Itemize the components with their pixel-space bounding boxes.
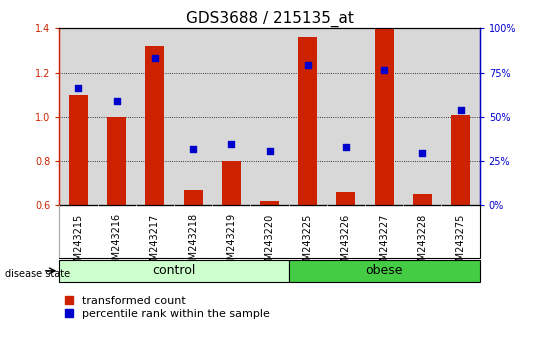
Legend: transformed count, percentile rank within the sample: transformed count, percentile rank withi… (65, 296, 270, 319)
Point (112, 98, 121, 104)
Text: obese: obese (365, 264, 403, 277)
Bar (298, 37, 317, 338)
Text: control: control (152, 264, 196, 277)
Point (342, 144, 350, 149)
Point (265, 148, 274, 154)
Point (418, 150, 427, 156)
Point (227, 142, 236, 147)
Bar (451, 115, 470, 338)
Text: GSM243226: GSM243226 (341, 213, 351, 273)
FancyBboxPatch shape (288, 260, 480, 282)
Text: GSM243275: GSM243275 (455, 213, 466, 273)
Text: GSM243228: GSM243228 (417, 213, 427, 273)
Text: GSM243216: GSM243216 (112, 213, 122, 273)
Text: GSM243217: GSM243217 (150, 213, 160, 273)
Point (189, 146, 197, 152)
Bar (69, 95, 88, 338)
Bar (375, 28, 393, 338)
Text: GSM243220: GSM243220 (265, 213, 274, 273)
Text: GSM243227: GSM243227 (379, 213, 389, 273)
Point (150, 55, 159, 61)
Point (457, 107, 465, 113)
Bar (183, 190, 203, 338)
Text: GSM243215: GSM243215 (73, 213, 84, 273)
Bar (413, 194, 432, 338)
Bar (336, 192, 356, 338)
FancyBboxPatch shape (59, 260, 288, 282)
Bar (260, 201, 279, 338)
Bar (146, 46, 164, 338)
Text: GSM243219: GSM243219 (226, 213, 236, 273)
Bar (222, 161, 241, 338)
Text: GSM243225: GSM243225 (303, 213, 313, 273)
Text: disease state: disease state (5, 269, 71, 279)
Text: GSM243218: GSM243218 (188, 213, 198, 273)
Point (74, 85, 82, 91)
Point (380, 68, 389, 73)
Point (303, 62, 312, 68)
Title: GDS3688 / 215135_at: GDS3688 / 215135_at (185, 11, 354, 27)
Bar (107, 117, 126, 338)
